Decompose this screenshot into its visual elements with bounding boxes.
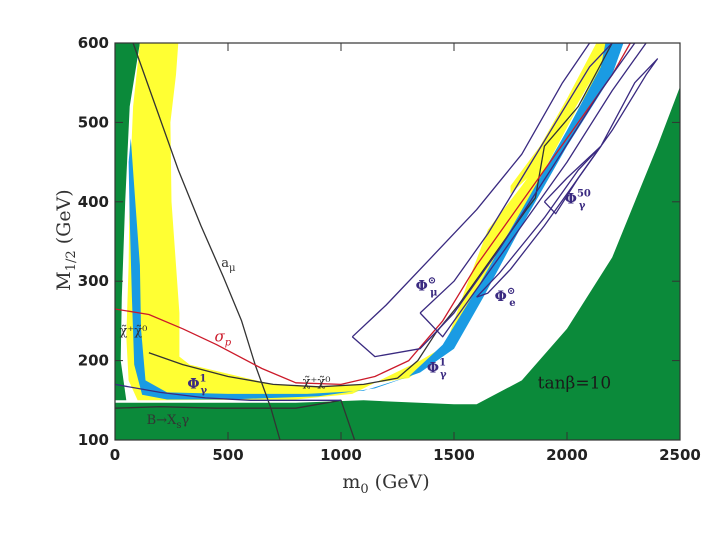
region-excluded-top-left [115,43,140,401]
region-excluded-bottom [115,86,680,440]
y-axis-label: M1/2 (GeV) [53,189,79,290]
region-yellow-left [126,43,620,401]
x-tick-label: 0 [110,446,120,464]
y-tick-label: 100 [78,431,109,449]
y-tick-label: 400 [78,193,109,211]
annotation-label: B→Xsγ [147,413,190,431]
curve-phi_e-sun [476,145,602,298]
annotation-label: Φ⊙ e [495,286,516,309]
curve-phi_mu-sun [351,43,636,358]
y-tick-label: 300 [78,272,109,290]
curve-phi_gamma-1-right [419,43,647,338]
ticks-layer: 0 500 1000 1500 2000 2500 100 200 300 400 500 600 [78,34,701,464]
curve-sigma_p [115,43,631,386]
regions-layer [115,43,680,440]
annotations-layer: aμ χ̃⁺χ̃⁰ χ̃⁺χ̃⁰ σp Φ1 γ Φ1 γ Φ⊙ μ Φ⊙ e Φ50 γ B→Xsγ tan… [120,188,612,431]
curve-chargino-lower [115,399,356,440]
region-yellow-top-right [510,43,624,194]
plot-frame [114,42,681,441]
curve-phi_gamma-1-left [115,383,341,401]
curve-a_mu [132,43,281,440]
x-tick-label: 2000 [546,446,588,464]
annotation-label: Φ1 γ [187,373,207,396]
annotation-label: χ̃⁺χ̃⁰ [120,324,148,339]
x-tick-label: 500 [212,446,243,464]
annotation-label: Φ50 γ [565,188,591,211]
x-tick-label: 1000 [320,446,362,464]
x-tick-label: 2500 [659,446,701,464]
curves-layer [115,43,659,440]
x-axis-label: m0 (GeV) [342,471,429,497]
y-tick-label: 600 [78,34,109,52]
y-tick-label: 500 [78,113,109,131]
annotation-label: aμ [221,256,236,274]
annotation-label: σp [214,328,231,349]
x-tick-label: 1500 [433,446,475,464]
annotation-label: Φ⊙ μ [416,276,438,299]
annotation-label: Φ1 γ [427,358,447,381]
annotation-label: tanβ=10 [538,373,612,393]
curve-phi_gamma-50 [543,58,659,215]
annotation-label: χ̃⁺χ̃⁰ [303,375,331,390]
y-tick-label: 200 [78,352,109,370]
